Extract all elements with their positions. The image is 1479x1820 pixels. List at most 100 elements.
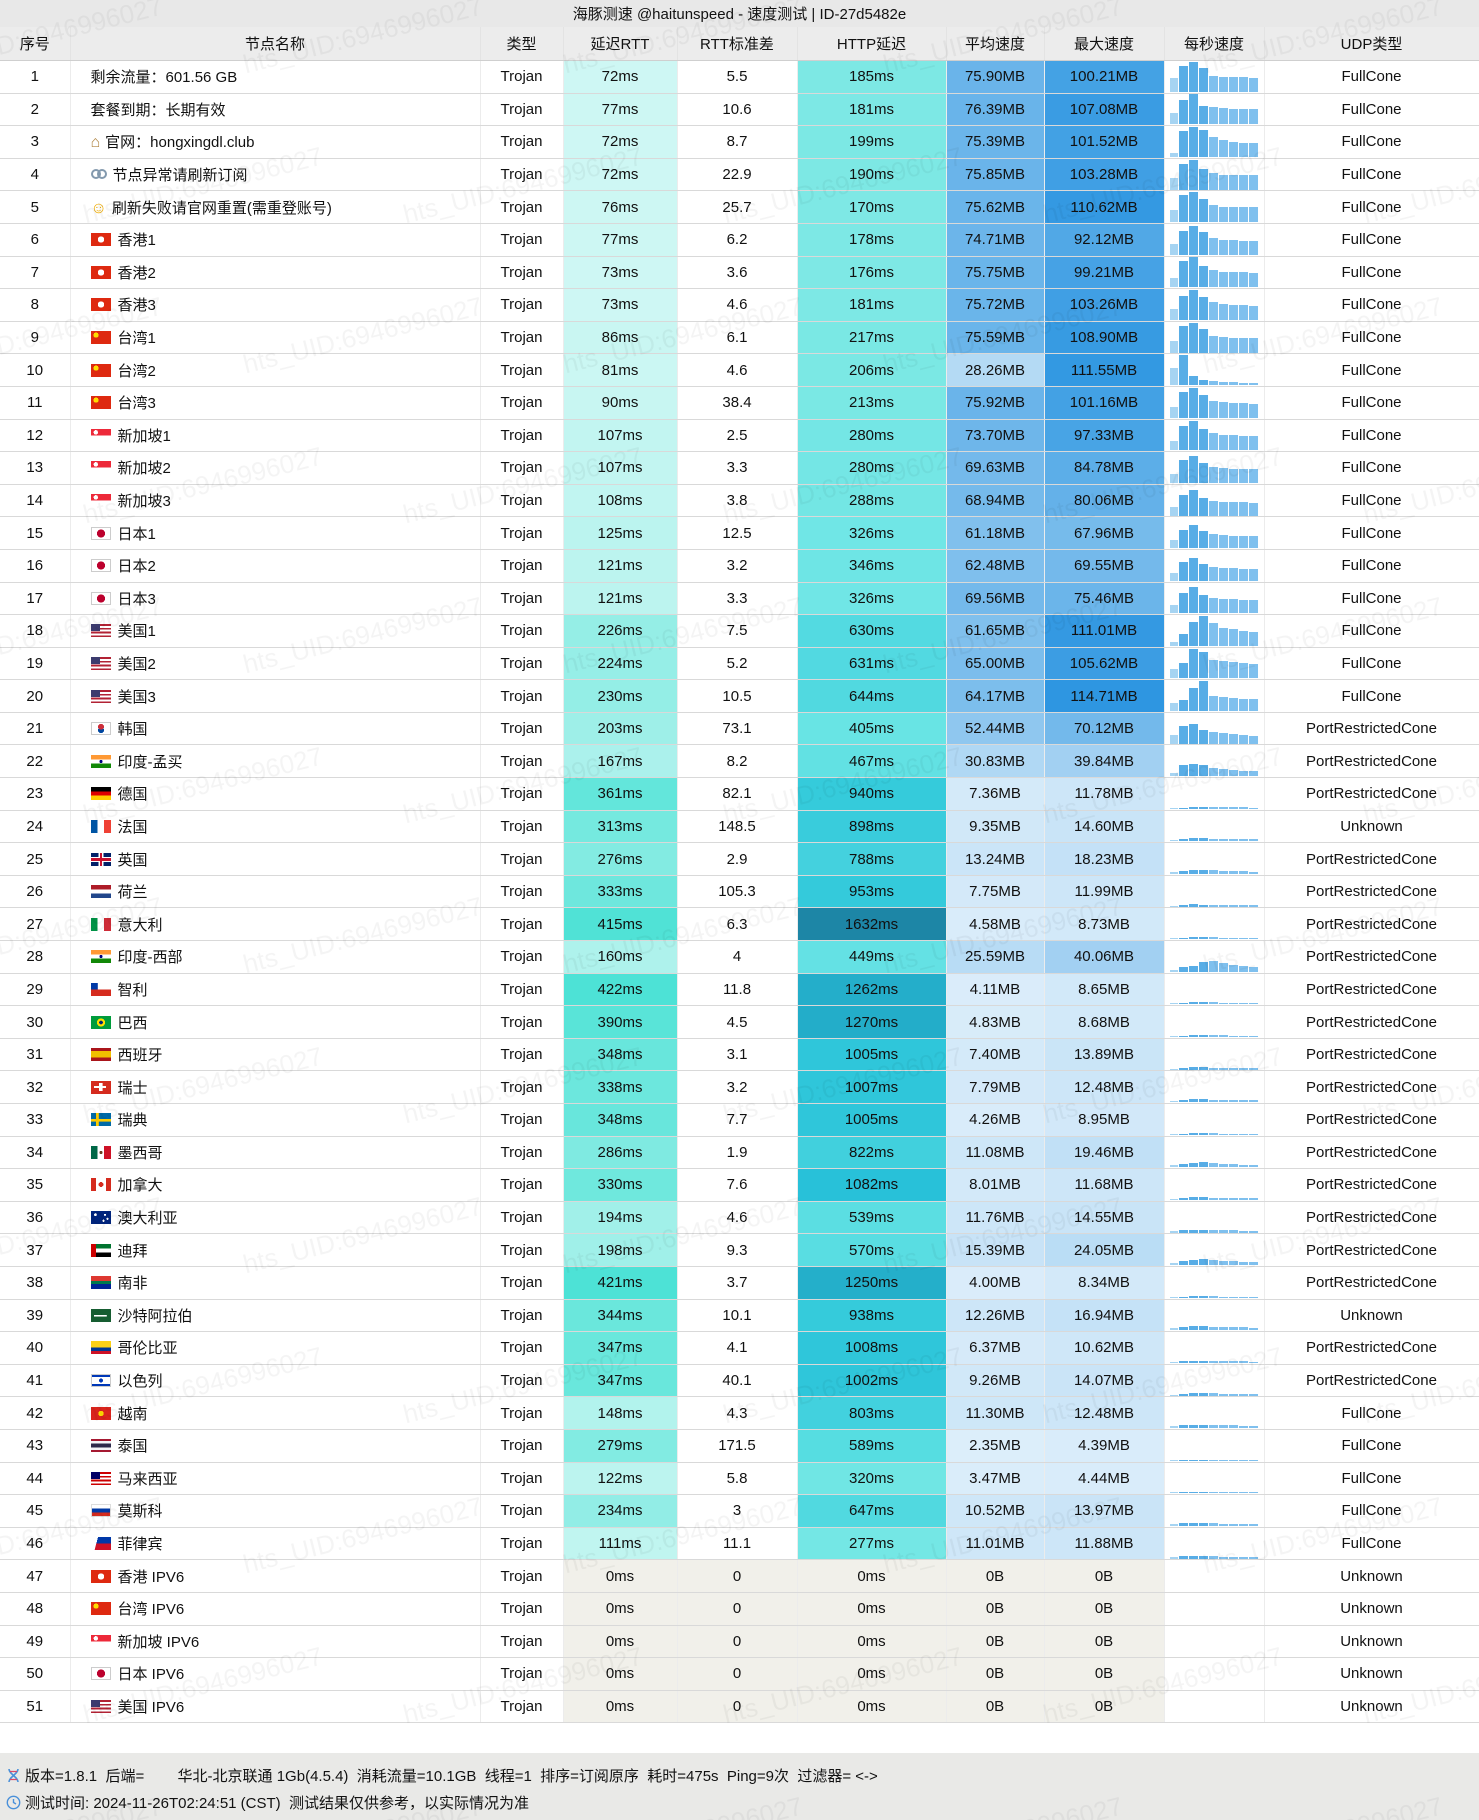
sparkline-bar (1218, 1035, 1228, 1038)
table-row: 2 套餐到期：长期有效 Trojan 77ms 10.6 181ms 76.39MB 107.… (0, 93, 1479, 127)
http-latency-cell: 0ms (797, 1592, 947, 1626)
sparkline-bar (1218, 1556, 1228, 1559)
sparkline-bar (1228, 435, 1238, 451)
avg-speed-cell: 0B (946, 1625, 1045, 1659)
node-name: 越南 (117, 1405, 148, 1423)
rtt-std-cell: 3.3 (677, 451, 798, 485)
udp-type-cell: PortRestrictedCone (1264, 1005, 1479, 1039)
table-row: 29 智利 Trojan 422ms 11.8 1262ms 4.11MB 8.65MB Por… (0, 973, 1479, 1007)
max-speed-cell: 8.68MB (1044, 1005, 1165, 1039)
node-type: Trojan (480, 712, 564, 746)
max-speed-cell: 0B (1044, 1625, 1165, 1659)
sparkline-bar (1248, 383, 1258, 386)
sparkline-bar (1189, 225, 1199, 255)
jp-flag-icon (90, 559, 111, 573)
sparkline-bar (1218, 174, 1228, 190)
http-latency-cell: 647ms (797, 1494, 947, 1528)
col-header-9: UDP类型 (1264, 27, 1479, 61)
hk-flag-icon (90, 298, 111, 312)
sparkline-bar (1209, 136, 1218, 157)
sparkline-bar (1179, 871, 1189, 875)
sparkline-bar (1199, 595, 1209, 614)
per-second-speed-cell (1164, 484, 1265, 518)
max-speed-cell: 8.34MB (1044, 1266, 1165, 1300)
rtt-cell: 422ms (563, 973, 678, 1007)
ca-flag-icon (90, 1178, 111, 1192)
sparkline-bar (1238, 1165, 1248, 1168)
sparkline-bar (1169, 1068, 1179, 1070)
sparkline-bar (1169, 278, 1179, 288)
sparkline-bar (1199, 462, 1209, 483)
max-speed-cell: 12.48MB (1044, 1070, 1165, 1104)
node-name: 莫斯科 (117, 1503, 163, 1521)
cn-flag-icon (90, 331, 111, 345)
node-name: 美国 IPV6 (117, 1698, 185, 1716)
node-name: 节点异常请刷新订阅 (112, 167, 248, 185)
sparkline-bar (1238, 1296, 1248, 1298)
sparkline-bar (1218, 1100, 1228, 1103)
sparkline-bar (1189, 1163, 1199, 1168)
udp-type-cell: FullCone (1264, 158, 1479, 192)
sparkline-bar (1199, 1162, 1209, 1168)
per-second-speed-cell (1164, 875, 1265, 909)
rtt-cell: 203ms (563, 712, 678, 746)
sparkline-bar (1209, 622, 1218, 646)
br-flag-icon (90, 1015, 111, 1029)
row-number: 29 (0, 973, 71, 1007)
max-speed-cell: 75.46MB (1044, 582, 1165, 616)
rtt-std-cell: 5.2 (677, 647, 798, 681)
sparkline-bar (1179, 355, 1189, 386)
sparkline-bar (1209, 335, 1218, 353)
sparkline-bar (1189, 1360, 1199, 1363)
udp-type-cell: FullCone (1264, 321, 1479, 355)
node-name-cell: 西班牙 (70, 1038, 481, 1072)
max-speed-cell: 110.62MB (1044, 190, 1165, 224)
sparkline-bar (1218, 435, 1228, 451)
avg-speed-cell: 13.24MB (946, 842, 1045, 876)
sparkline-bar (1199, 1196, 1209, 1200)
sparkline-bar (1179, 163, 1189, 190)
cl-flag-icon (90, 982, 111, 996)
speed-sparkline (1167, 1170, 1262, 1200)
sparkline-bar (1169, 703, 1179, 712)
table-row: 24 法国 Trojan 313ms 148.5 898ms 9.35MB 14.60MB Un… (0, 810, 1479, 844)
col-header-8: 每秒速度 (1164, 27, 1265, 61)
sg-flag-icon (90, 1634, 111, 1648)
udp-type-cell: FullCone (1264, 679, 1479, 713)
per-second-speed-cell (1164, 1201, 1265, 1235)
avg-speed-cell: 10.52MB (946, 1494, 1045, 1528)
sparkline-bar (1179, 725, 1189, 744)
speed-sparkline (1167, 1594, 1262, 1624)
speed-sparkline (1167, 844, 1262, 875)
title-bar: 海豚测速 @haitunspeed - 速度测试 | ID-27d5482e (0, 0, 1479, 27)
table-row: 12 新加坡1 Trojan 107ms 2.5 280ms 73.70MB 97.33MB F… (0, 419, 1479, 453)
rtt-cell: 167ms (563, 744, 678, 779)
rtt-std-cell: 171.5 (677, 1429, 798, 1463)
ph-flag-icon (90, 1537, 111, 1551)
rtt-cell: 415ms (563, 907, 678, 942)
table-row: 48 台湾 IPV6 Trojan 0ms 0 0ms 0B 0B Unknown (0, 1592, 1479, 1626)
speed-sparkline (1167, 615, 1262, 646)
rtt-std-cell: 2.9 (677, 842, 798, 876)
rtt-std-cell: 1.9 (677, 1136, 798, 1170)
node-type: Trojan (480, 1657, 564, 1691)
sparkline-bar (1199, 904, 1209, 907)
speed-sparkline (1167, 1007, 1262, 1038)
sparkline-bar (1209, 960, 1218, 972)
sparkline-bar (1209, 466, 1218, 483)
sparkline-bar (1189, 192, 1199, 223)
sparkline-bar (1169, 1361, 1179, 1363)
sparkline-bar (1248, 1523, 1258, 1526)
sparkline-bar (1179, 966, 1189, 972)
sparkline-bar (1248, 207, 1258, 223)
row-number: 40 (0, 1331, 71, 1365)
avg-speed-cell: 75.85MB (946, 158, 1045, 192)
ru-flag-icon (90, 1504, 111, 1518)
sparkline-bar (1209, 400, 1218, 418)
table-row: 39 沙特阿拉伯 Trojan 344ms 10.1 938ms 12.26MB 16.94M… (0, 1299, 1479, 1333)
rtt-cell: 194ms (563, 1201, 678, 1235)
sparkline-bar (1209, 937, 1218, 940)
sparkline-bar (1189, 159, 1199, 190)
udp-type-cell: Unknown (1264, 1657, 1479, 1691)
node-name: 香港 IPV6 (117, 1568, 185, 1586)
